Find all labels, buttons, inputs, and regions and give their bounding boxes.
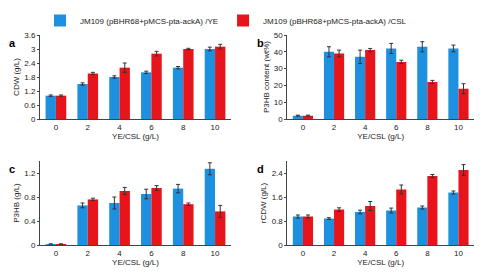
svg-text:0: 0 (54, 123, 59, 132)
svg-text:50: 50 (274, 31, 283, 40)
svg-text:a: a (9, 37, 16, 49)
svg-text:P3HB (g/L): P3HB (g/L) (12, 183, 21, 223)
svg-text:YE/CSL (g/L): YE/CSL (g/L) (357, 258, 404, 267)
svg-text:4: 4 (117, 123, 122, 132)
svg-text:0: 0 (31, 115, 36, 124)
svg-text:2: 2 (332, 123, 337, 132)
svg-text:0.4: 0.4 (24, 217, 36, 226)
svg-text:8: 8 (181, 249, 186, 258)
svg-text:10: 10 (454, 123, 463, 132)
svg-text:0: 0 (278, 115, 283, 124)
svg-text:b: b (257, 37, 264, 49)
svg-text:20: 20 (274, 81, 283, 90)
svg-text:0.8: 0.8 (24, 193, 36, 202)
svg-text:6: 6 (149, 249, 154, 258)
svg-text:2: 2 (86, 123, 91, 132)
svg-text:2.4: 2.4 (272, 169, 284, 178)
svg-text:6: 6 (394, 249, 399, 258)
svg-text:40: 40 (274, 48, 283, 57)
svg-text:1.8: 1.8 (24, 73, 36, 82)
svg-text:10: 10 (454, 249, 463, 258)
svg-text:YE/CSL (g/L): YE/CSL (g/L) (357, 132, 404, 141)
svg-text:4: 4 (117, 249, 122, 258)
svg-text:2: 2 (332, 249, 337, 258)
svg-text:10: 10 (274, 98, 283, 107)
svg-text:0: 0 (301, 123, 306, 132)
svg-text:2.4: 2.4 (24, 59, 36, 68)
svg-text:d: d (257, 163, 264, 175)
svg-text:8: 8 (425, 249, 430, 258)
svg-text:YE/CSL (g/L): YE/CSL (g/L) (112, 258, 159, 267)
svg-text:30: 30 (274, 64, 283, 73)
svg-text:1.2: 1.2 (24, 87, 36, 96)
svg-text:c: c (9, 163, 15, 175)
svg-text:4: 4 (363, 123, 368, 132)
svg-text:0: 0 (31, 241, 36, 250)
svg-text:0: 0 (278, 241, 283, 250)
svg-text:P3HB content (wt%): P3HB content (wt%) (262, 41, 271, 113)
svg-text:6: 6 (149, 123, 154, 132)
svg-text:8: 8 (181, 123, 186, 132)
svg-text:2: 2 (86, 249, 91, 258)
svg-text:JM109 (pBHR68+pMCS-pta-ackA) /: JM109 (pBHR68+pMCS-pta-ackA) /CSL (263, 17, 406, 26)
svg-text:0: 0 (54, 249, 59, 258)
svg-text:0.8: 0.8 (272, 217, 284, 226)
svg-text:4: 4 (363, 249, 368, 258)
svg-text:8: 8 (425, 123, 430, 132)
svg-text:10: 10 (211, 249, 220, 258)
svg-text:3: 3 (31, 45, 36, 54)
svg-text:0.6: 0.6 (24, 101, 36, 110)
svg-text:JM109 (pBHR68+pMCS-pta-ackA) /: JM109 (pBHR68+pMCS-pta-ackA) /YE (80, 17, 218, 26)
svg-text:10: 10 (211, 123, 220, 132)
svg-text:CDW (g/L): CDW (g/L) (12, 58, 21, 96)
svg-text:YE/CSL (g/L): YE/CSL (g/L) (112, 132, 159, 141)
svg-text:rCDW (g/L): rCDW (g/L) (259, 182, 268, 223)
svg-text:6: 6 (394, 123, 399, 132)
svg-text:3.6: 3.6 (24, 31, 36, 40)
svg-text:1.6: 1.6 (272, 193, 284, 202)
svg-text:1.2: 1.2 (24, 169, 36, 178)
svg-text:0: 0 (301, 249, 306, 258)
